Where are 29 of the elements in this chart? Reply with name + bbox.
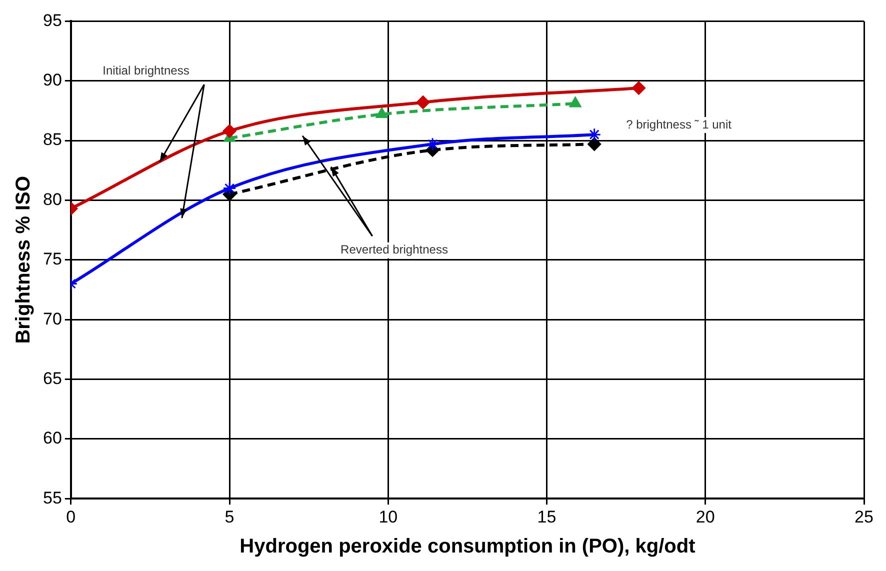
point <box>588 128 602 142</box>
y-tick-label: 75 <box>42 250 62 269</box>
annotation: Initial brightness <box>102 64 190 78</box>
y-tick-label: 90 <box>42 70 62 90</box>
x-tick-label: 5 <box>224 507 234 526</box>
point <box>376 108 388 118</box>
y-axis-title: Brightness % ISO <box>12 176 35 344</box>
x-axis-title: Hydrogen peroxide consumption in (PO), kg/odt <box>240 536 696 558</box>
x-tick-label: 25 <box>854 507 874 526</box>
point <box>569 96 582 108</box>
x-tick-label: 0 <box>66 507 76 526</box>
y-tick-label: 60 <box>42 428 62 448</box>
point <box>588 137 602 151</box>
y-tick-label: 95 <box>42 10 62 30</box>
y-tick-label: 85 <box>42 130 62 150</box>
x-tick-label: 10 <box>378 507 398 526</box>
y-tick-label: 65 <box>42 368 62 388</box>
point <box>416 96 430 110</box>
y-tick-label: 80 <box>42 190 62 209</box>
x-tick-label: 15 <box>537 507 556 526</box>
annotation: ? brightness ˜ 1 unit <box>626 117 732 132</box>
x-tick-label: 20 <box>696 507 715 526</box>
point <box>632 81 646 95</box>
point <box>426 137 440 151</box>
y-tick-label: 70 <box>42 309 62 328</box>
annotation: Reverted brightness <box>340 242 448 257</box>
point <box>222 182 236 196</box>
point <box>222 124 236 138</box>
y-tick-label: 55 <box>42 488 62 508</box>
